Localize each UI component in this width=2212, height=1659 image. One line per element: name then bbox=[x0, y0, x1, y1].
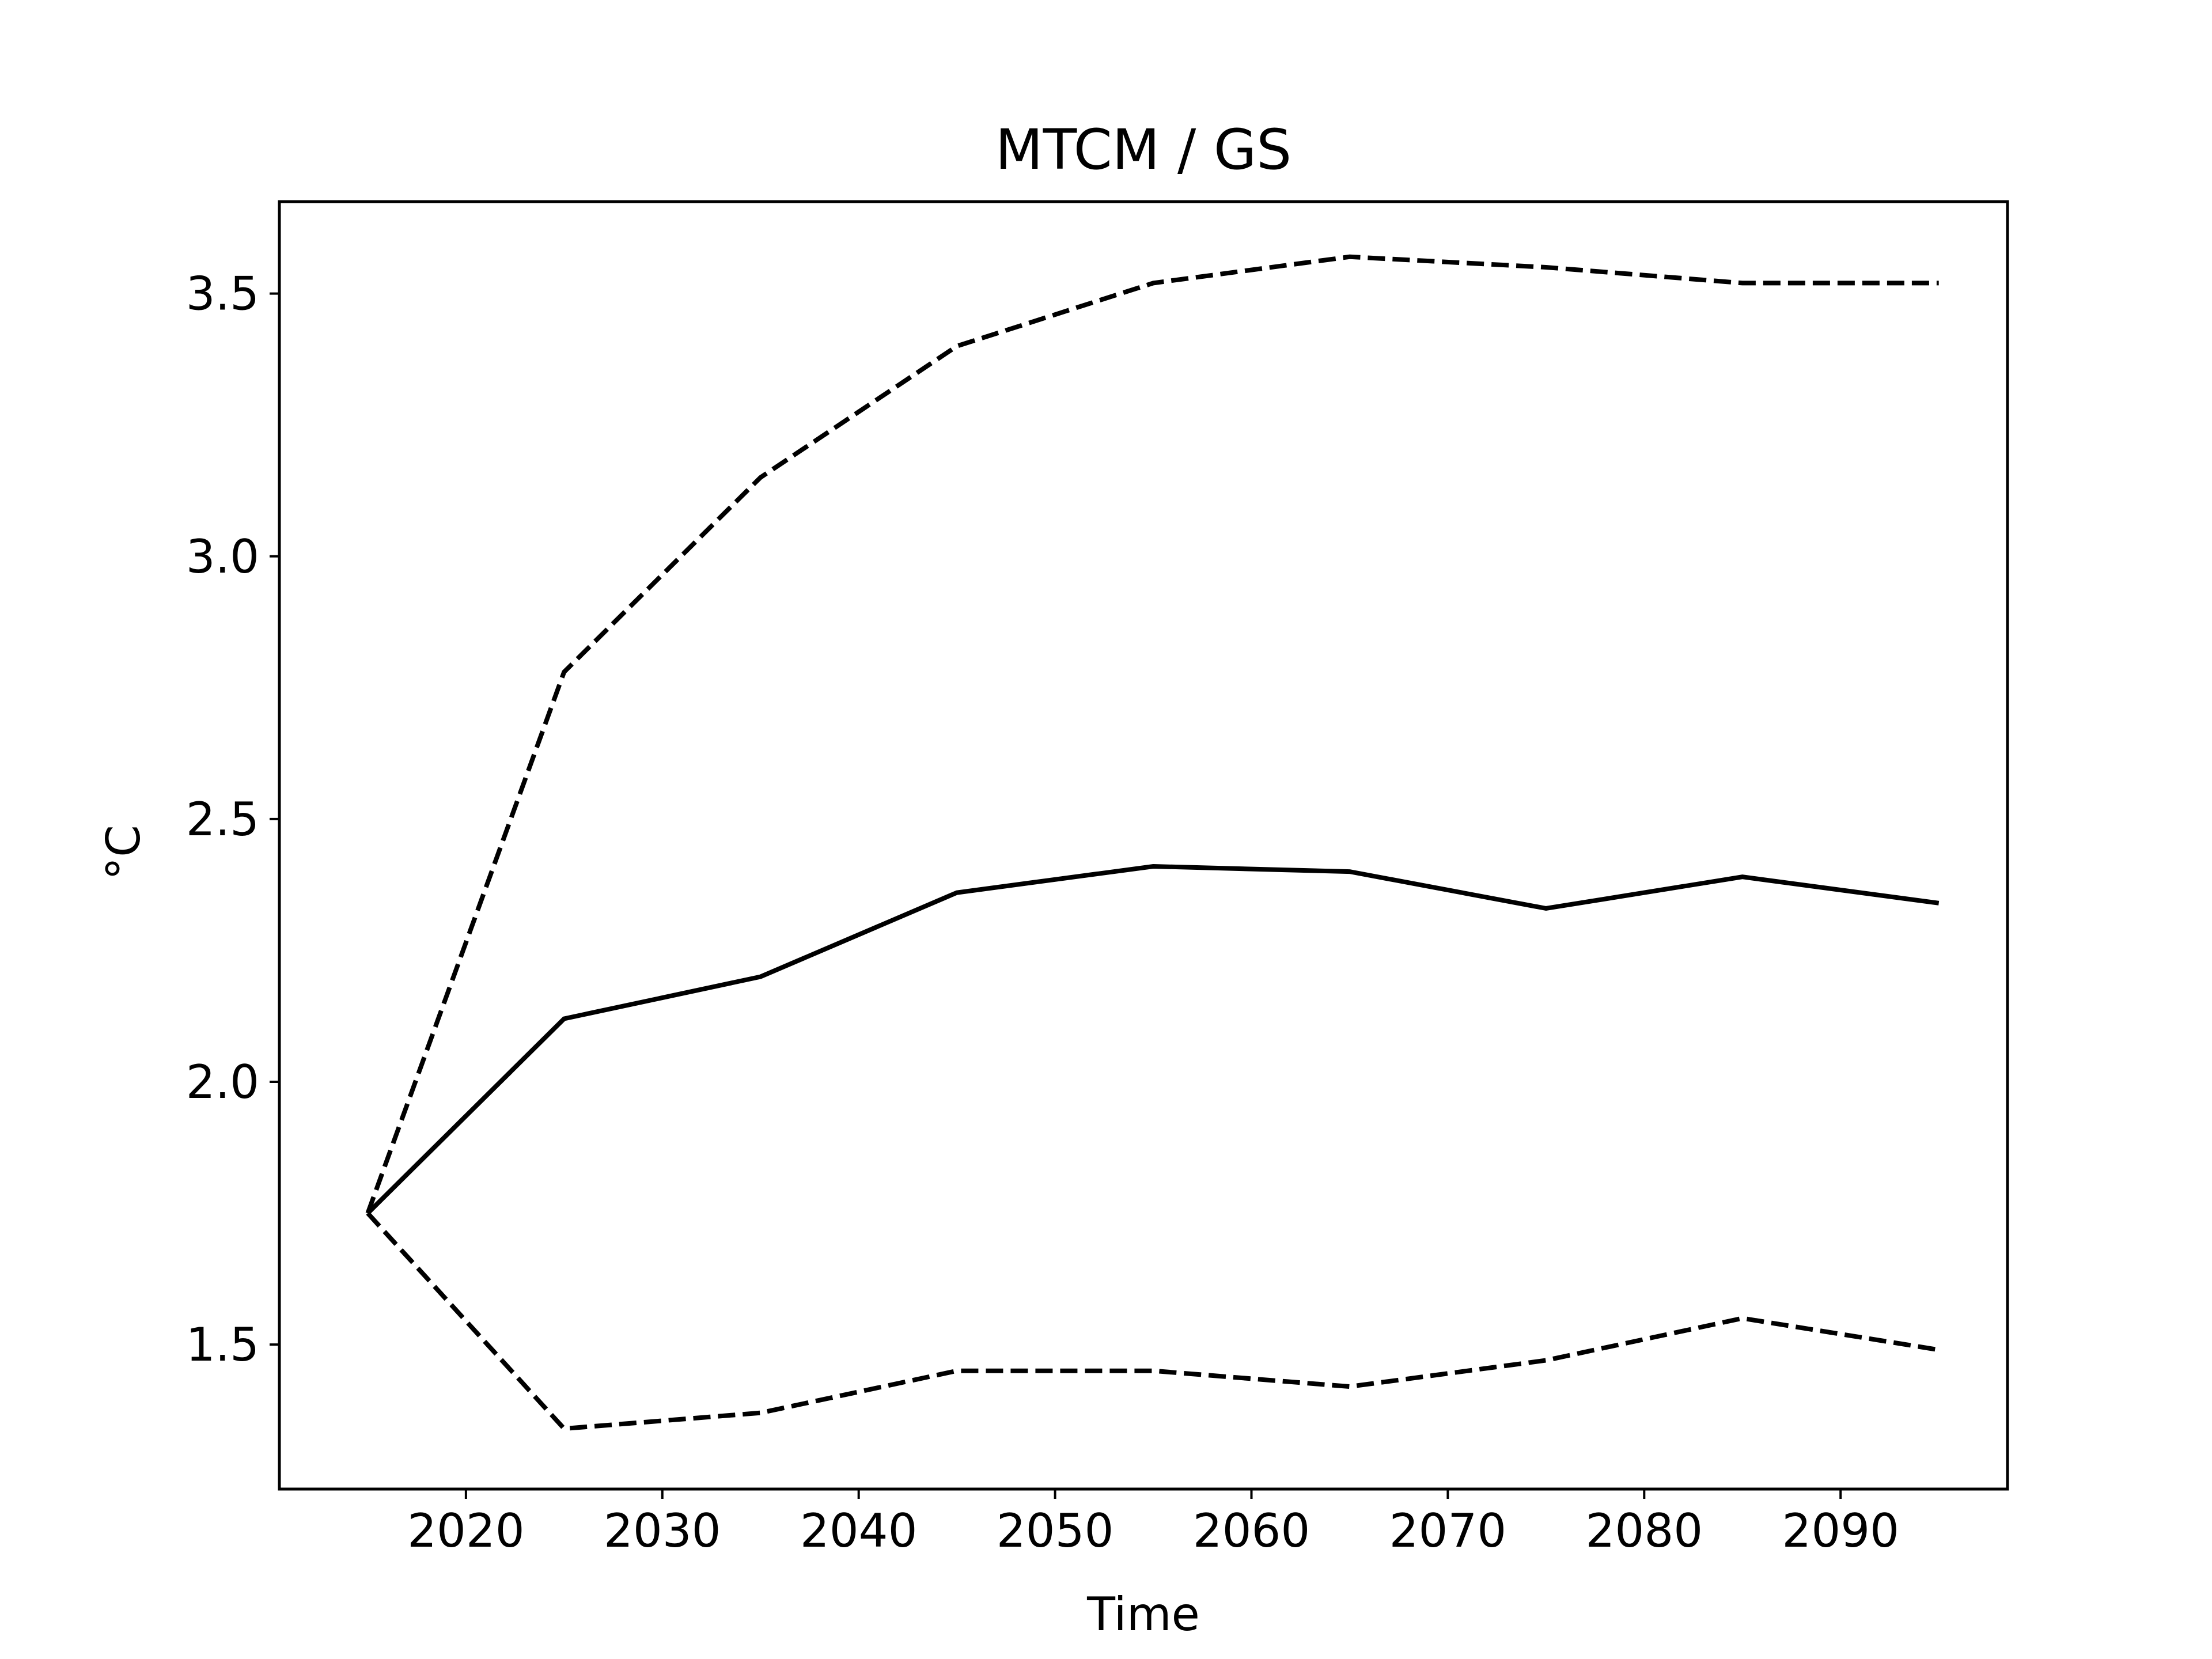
y-tick-label: 3.5 bbox=[186, 267, 259, 321]
x-tick-label: 2090 bbox=[1782, 1504, 1899, 1558]
chart-title: MTCM / GS bbox=[995, 118, 1291, 182]
series-line-solid bbox=[366, 863, 1940, 1215]
x-tick-label: 2060 bbox=[1193, 1504, 1310, 1558]
x-tick-label: 2030 bbox=[604, 1504, 721, 1558]
y-axis-label-group: °C bbox=[97, 825, 150, 880]
x-tick-label: 2080 bbox=[1586, 1504, 1703, 1558]
x-tick-label: 2070 bbox=[1389, 1504, 1507, 1558]
x-tick-label: 2040 bbox=[800, 1504, 918, 1558]
series-line-dashed-2 bbox=[366, 1211, 1940, 1431]
y-tick-label: 2.0 bbox=[186, 1055, 259, 1109]
y-axis-label: °C bbox=[97, 825, 150, 880]
y-tick-label: 3.0 bbox=[186, 530, 259, 584]
y-tick-label: 2.5 bbox=[186, 793, 259, 846]
x-tick-label: 2020 bbox=[407, 1504, 525, 1558]
series-line-dashed-1 bbox=[365, 254, 1939, 1214]
y-tick-label: 1.5 bbox=[186, 1318, 259, 1372]
plot-frame bbox=[278, 200, 2009, 1491]
chart-marks: 2020 2030 2040 2050 2060 2070 2080 2090 1.5 2.0 2.… bbox=[186, 254, 1940, 1558]
x-tick-label: 2050 bbox=[997, 1504, 1114, 1558]
x-axis-label: Time bbox=[1086, 1588, 1200, 1641]
